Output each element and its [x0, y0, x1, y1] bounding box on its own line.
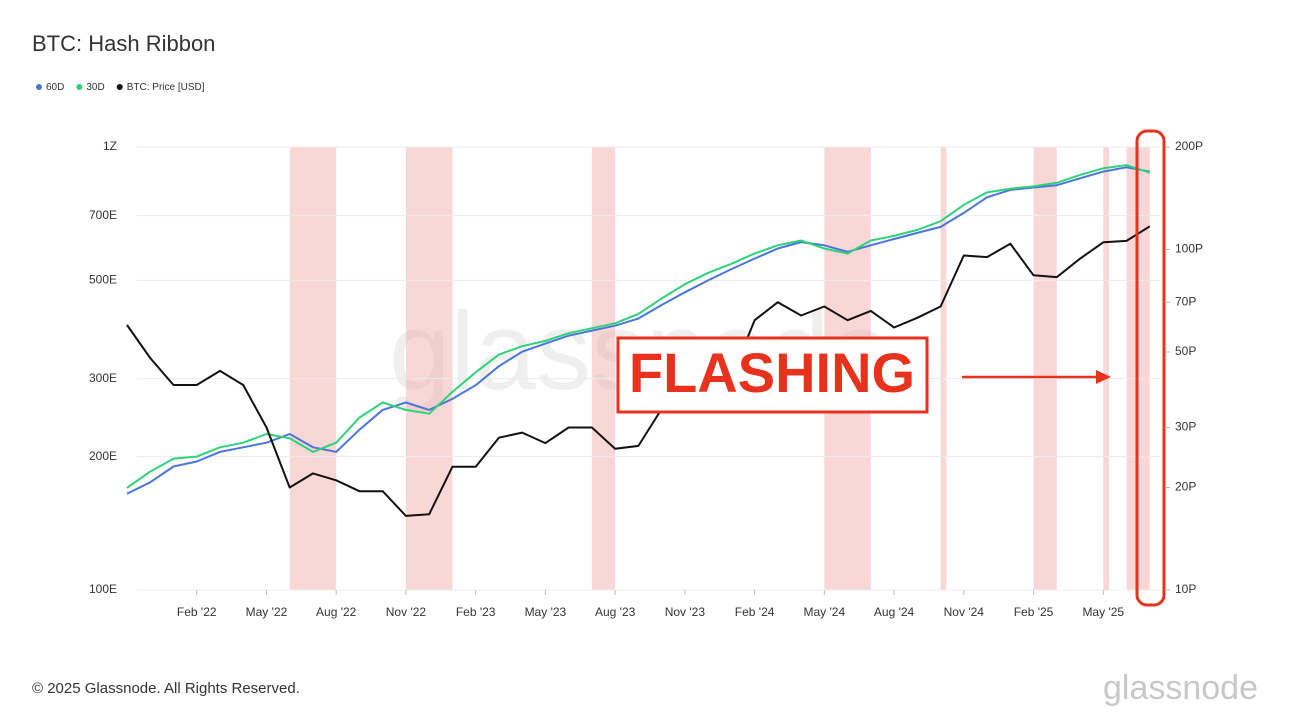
- x-tick-label: May '22: [246, 605, 288, 619]
- x-tick-label: Feb '23: [456, 605, 496, 619]
- x-tick-label: Feb '25: [1014, 605, 1054, 619]
- x-tick-label: Aug '22: [316, 605, 357, 619]
- capitulation-band: [405, 147, 453, 590]
- x-tick-label: Nov '24: [944, 605, 985, 619]
- y2-tick-label: 50P: [1175, 344, 1196, 358]
- legend-label: 60D: [46, 82, 64, 93]
- logo: glassnode: [1103, 669, 1258, 707]
- y-tick-label: 500E: [89, 273, 117, 287]
- x-tick-label: Nov '22: [386, 605, 427, 619]
- capitulation-band: [591, 147, 616, 590]
- x-tick-label: Nov '23: [665, 605, 706, 619]
- y-tick-label: 700E: [89, 208, 117, 222]
- annotation-box: [616, 336, 929, 414]
- capitulation-band: [940, 147, 947, 590]
- x-tick-label: May '25: [1082, 605, 1124, 619]
- y2-tick-label: 30P: [1175, 420, 1196, 434]
- capitulation-band: [289, 147, 337, 590]
- series-line: [126, 225, 1151, 517]
- series-line: [126, 166, 1150, 495]
- series-line: [126, 164, 1151, 489]
- y2-tick-label: 20P: [1175, 480, 1196, 494]
- y2-tick-label: 10P: [1175, 582, 1196, 596]
- highlight: [1135, 129, 1166, 607]
- y-tick-label: 300E: [89, 371, 117, 385]
- x-tick-label: Aug '24: [874, 605, 915, 619]
- capitulation-band: [1033, 147, 1057, 590]
- legend-label: BTC: Price [USD]: [127, 82, 205, 93]
- x-tick-label: Aug '23: [595, 605, 636, 619]
- y-tick-label: 100E: [89, 582, 117, 596]
- y2-tick-label: 70P: [1175, 294, 1196, 308]
- y-tick-label: 1Z: [103, 139, 117, 153]
- annotation-arrowhead: [1096, 370, 1111, 384]
- y-tick-label: 200E: [89, 449, 117, 463]
- plot-area: glassnode100E200E300E500E700E1Z10P20P30P…: [36, 82, 1203, 619]
- chart-title: BTC: Hash Ribbon: [32, 31, 215, 56]
- legend-marker: [116, 84, 123, 90]
- x-tick-label: May '23: [525, 605, 567, 619]
- x-tick-label: Feb '24: [735, 605, 775, 619]
- x-tick-label: May '24: [804, 605, 846, 619]
- footer: © 2025 Glassnode. All Rights Reserved.: [32, 680, 300, 697]
- x-tick-label: Feb '22: [177, 605, 217, 619]
- annotation-text: FLASHING: [629, 341, 915, 404]
- legend-label: 30D: [86, 82, 104, 93]
- y2-tick-label: 200P: [1175, 139, 1203, 153]
- y2-tick-label: 100P: [1175, 242, 1203, 256]
- legend-marker: [36, 84, 42, 90]
- capitulation-band: [1103, 147, 1110, 590]
- legend-marker: [76, 84, 83, 90]
